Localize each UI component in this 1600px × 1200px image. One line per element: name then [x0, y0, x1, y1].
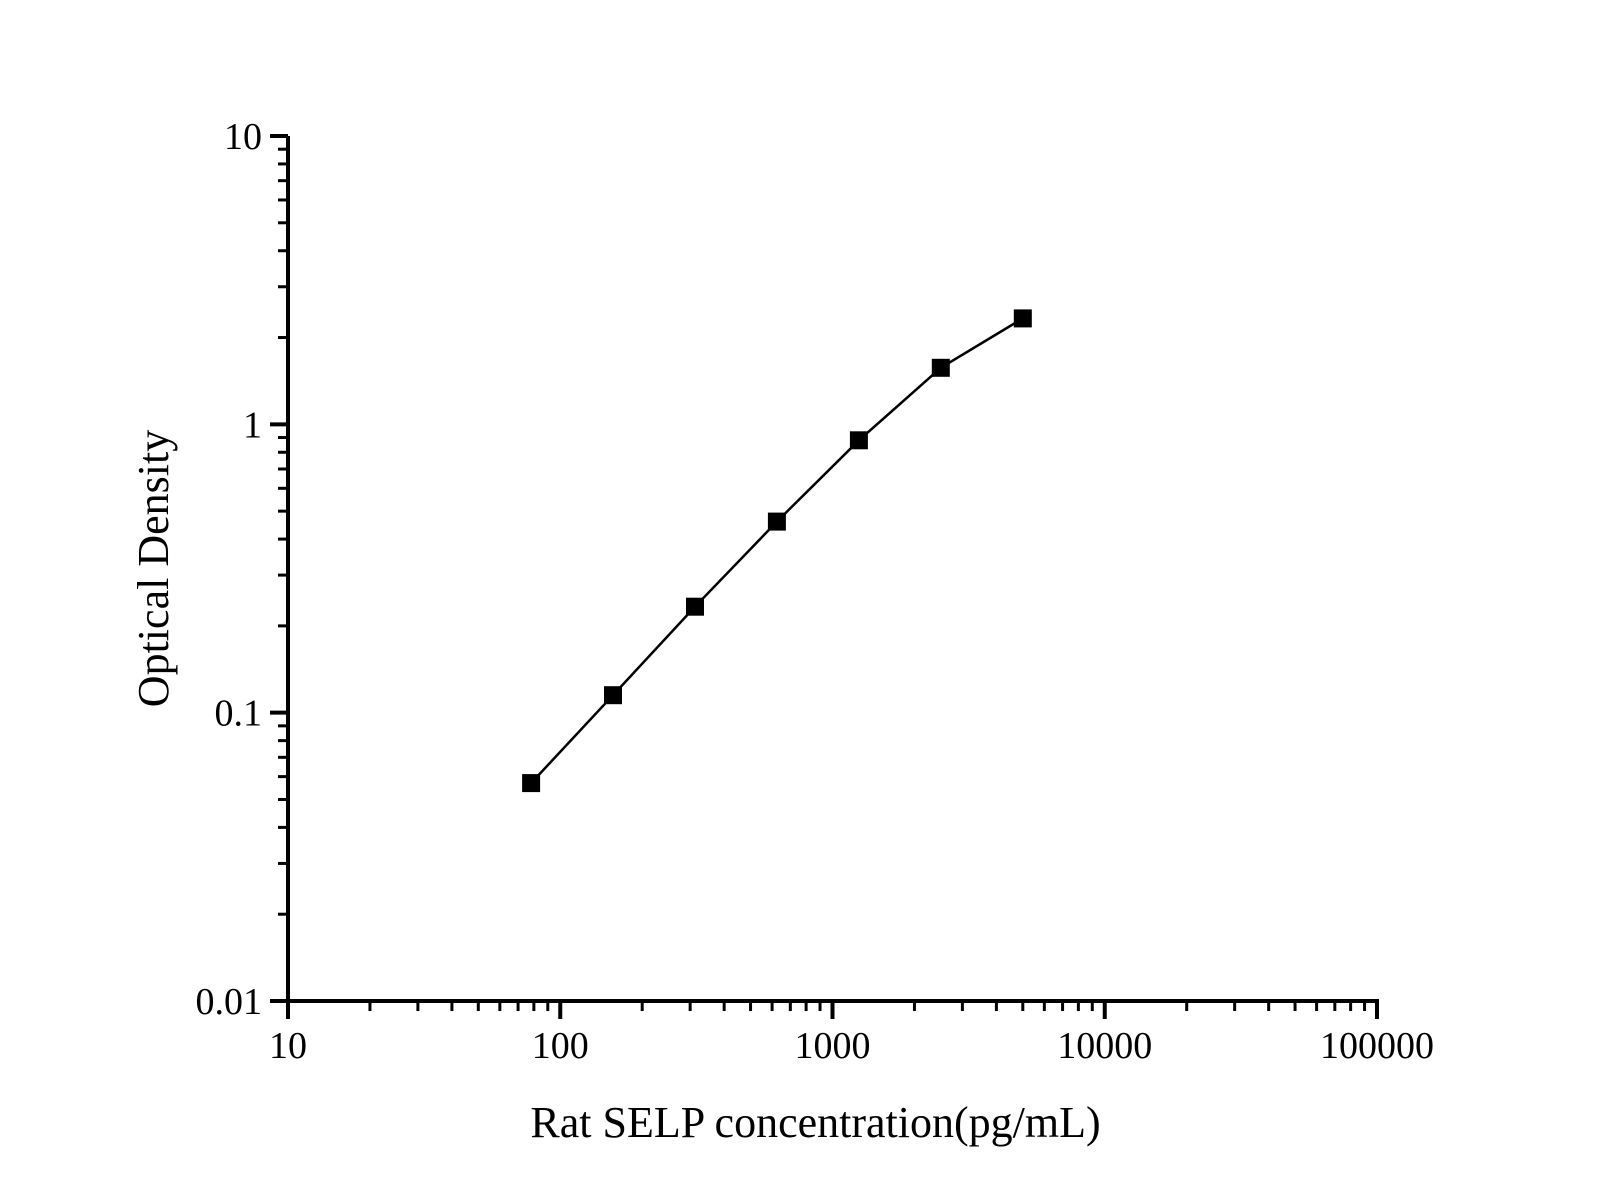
x-tick-label: 100 — [532, 1025, 589, 1067]
x-tick-label: 10000 — [1057, 1025, 1152, 1067]
y-axis-title: Optical Density — [129, 430, 178, 707]
series-line — [530, 317, 1024, 784]
axes-group — [286, 136, 1379, 1003]
x-tick-label: 1000 — [795, 1025, 871, 1067]
data-point-marker — [686, 597, 704, 616]
x-tick-label: 100000 — [1320, 1025, 1434, 1067]
ticks-group — [270, 134, 1379, 1019]
y-tick-label: 1 — [243, 404, 262, 446]
data-point-marker — [931, 358, 950, 377]
tick-labels-group: 10 100 1000 10000 100000 10 1 0.1 0.01 — [196, 116, 1435, 1067]
data-point-marker — [767, 512, 786, 531]
data-point-marker — [522, 774, 541, 793]
data-series-group — [522, 309, 1032, 793]
data-point-marker — [1013, 309, 1032, 328]
y-tick-label: 10 — [224, 116, 262, 158]
x-tick-label: 10 — [269, 1025, 307, 1067]
data-point-marker — [604, 686, 622, 705]
x-axis-title: Rat SELP concentration(pg/mL) — [530, 1098, 1100, 1147]
data-point-marker — [849, 431, 868, 450]
y-tick-label: 0.1 — [215, 693, 263, 735]
y-tick-label: 0.01 — [196, 981, 263, 1023]
